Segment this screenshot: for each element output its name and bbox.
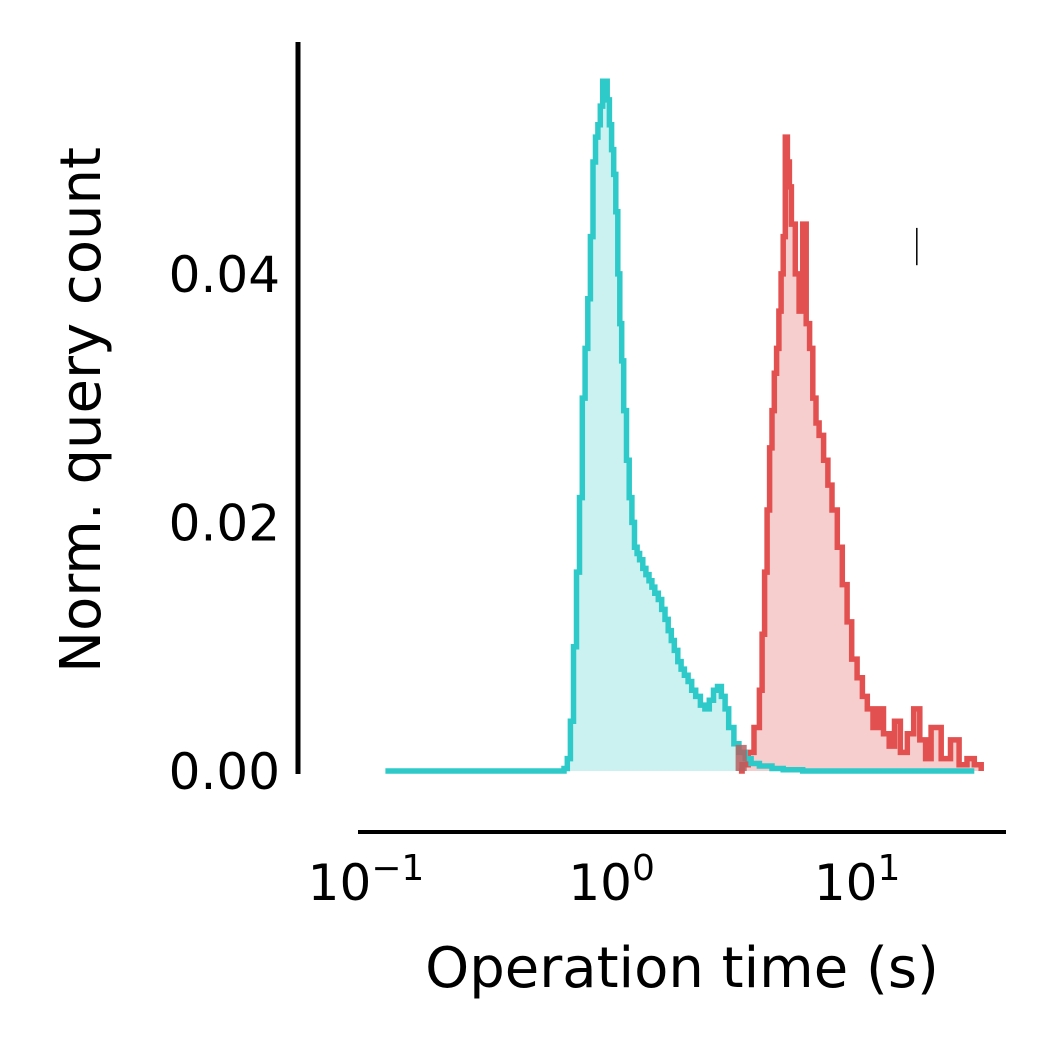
y-axis-label: Norm. query count xyxy=(49,147,114,673)
y-tick-label: 0.00 xyxy=(169,743,280,801)
overlays xyxy=(735,227,918,771)
x-tick-label: 10−1 xyxy=(308,848,425,912)
x-tick-label: 101 xyxy=(814,848,901,912)
y-tick-label: 0.02 xyxy=(169,494,280,552)
x-axis-label: Operation time (s) xyxy=(425,936,939,1001)
y-tick-labels: 0.00 0.02 0.04 xyxy=(169,246,280,801)
series-0-line xyxy=(385,78,975,774)
x-tick-labels: 10−1 100 101 xyxy=(308,848,901,912)
series-fills xyxy=(385,81,982,772)
series-lines xyxy=(385,78,984,774)
series-1-fill xyxy=(738,137,982,772)
x-tick-label: 100 xyxy=(568,848,655,912)
series-1-line xyxy=(738,134,984,774)
y-tick-label: 0.04 xyxy=(169,246,280,304)
overlap-patch xyxy=(735,744,747,771)
